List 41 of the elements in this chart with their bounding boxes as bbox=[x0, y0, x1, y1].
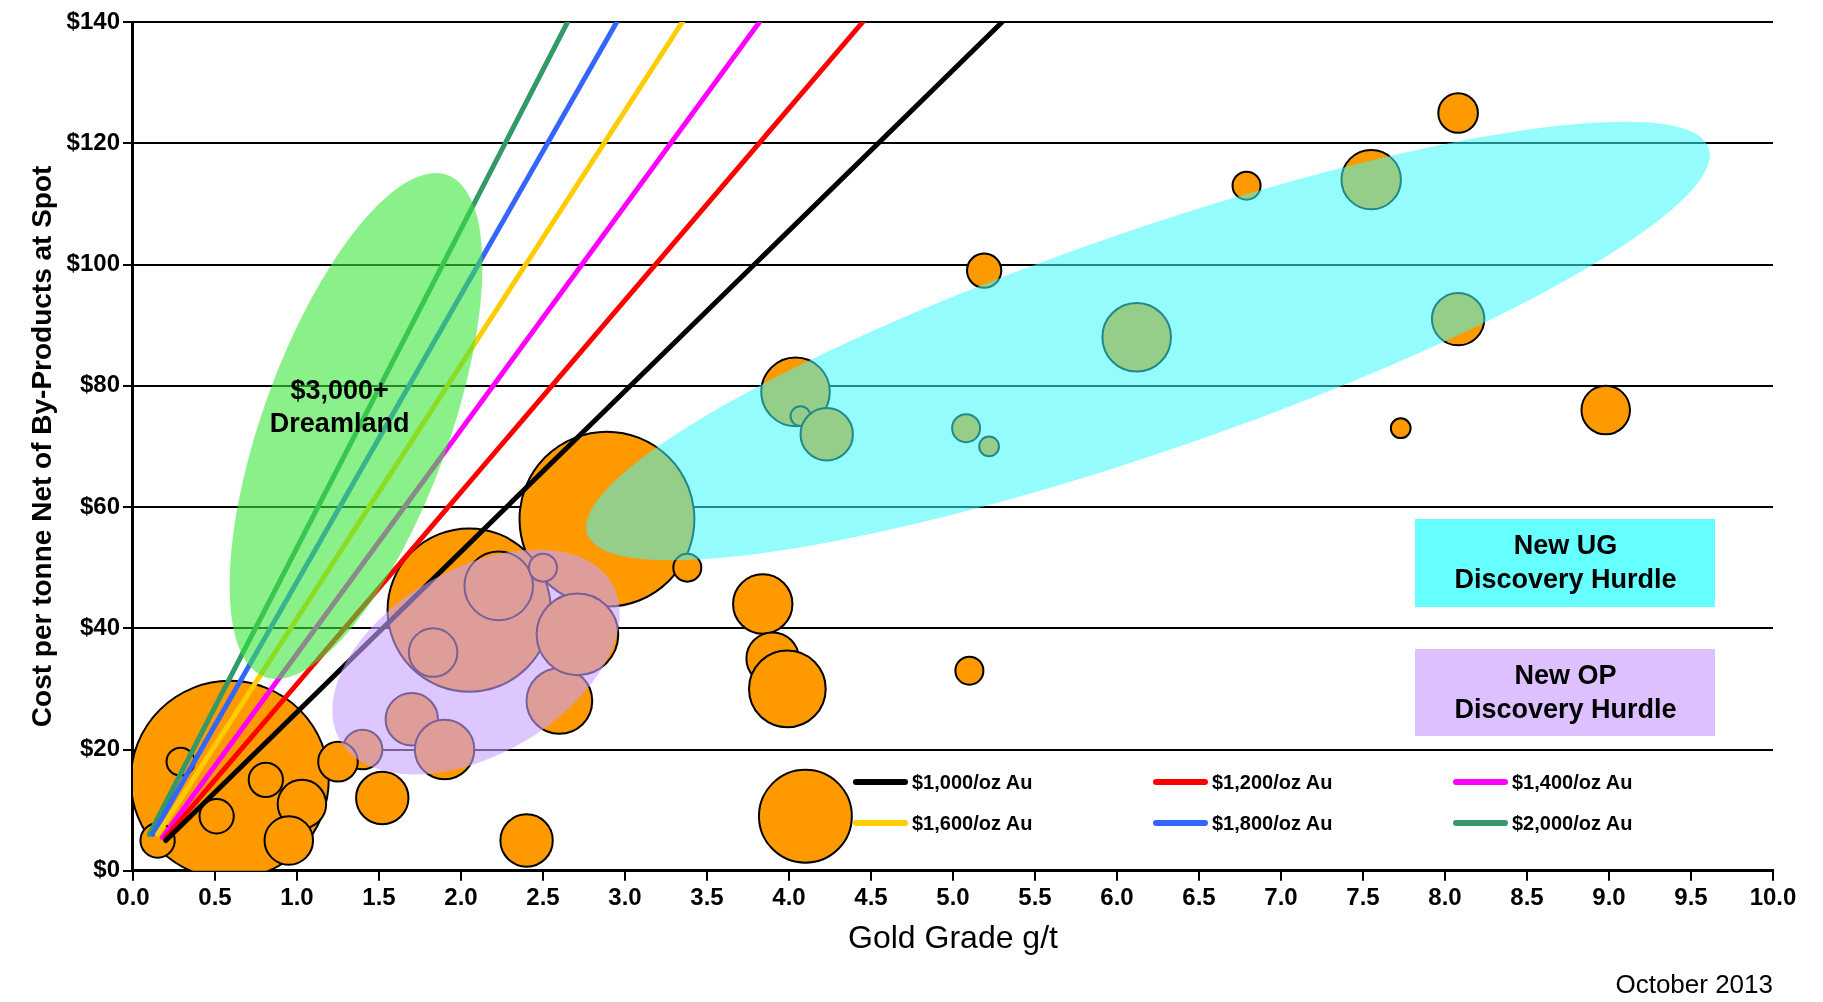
x-tick-label: 4.0 bbox=[772, 882, 806, 910]
annotation: $3,000+ Dreamland bbox=[268, 373, 411, 441]
y-tick-label: $0 bbox=[93, 855, 120, 883]
text: October 2013 bbox=[1615, 968, 1773, 1001]
x-tick-label: 2.0 bbox=[444, 882, 478, 910]
y-tick-label: $120 bbox=[66, 127, 120, 155]
legend-label: $1,000/oz Au bbox=[912, 770, 1033, 794]
x-tick-label: 5.5 bbox=[1018, 882, 1052, 910]
x-tick-label: 7.5 bbox=[1346, 882, 1380, 910]
y-tick-label: $80 bbox=[79, 370, 120, 398]
annotation: New UG Discovery Hurdle bbox=[1415, 519, 1716, 607]
x-tick-label: 6.0 bbox=[1100, 882, 1134, 910]
x-tick-label: 0.0 bbox=[116, 882, 150, 910]
y-tick-label: $20 bbox=[79, 734, 120, 762]
y-tick-label: $40 bbox=[79, 612, 120, 640]
x-axis-title: Gold Grade g/t bbox=[848, 918, 1059, 955]
annotation: New OP Discovery Hurdle bbox=[1415, 648, 1716, 737]
x-tick-label: 5.0 bbox=[936, 882, 970, 910]
x-tick-label: 8.0 bbox=[1428, 882, 1462, 910]
x-tick-label: 9.0 bbox=[1592, 882, 1626, 910]
x-tick-label: 3.5 bbox=[690, 882, 724, 910]
legend-label: $1,200/oz Au bbox=[1212, 770, 1333, 794]
legend-label: $1,800/oz Au bbox=[1212, 811, 1333, 835]
x-tick-label: 7.0 bbox=[1264, 882, 1298, 910]
legend-label: $1,400/oz Au bbox=[1512, 770, 1633, 794]
y-axis-title: Cost per tonne Net of By-Products at Spot bbox=[25, 165, 57, 728]
x-tick-label: 10.0 bbox=[1749, 882, 1797, 910]
x-tick-label: 0.5 bbox=[198, 882, 232, 910]
x-tick-label: 1.0 bbox=[280, 882, 314, 910]
legend-label: $1,600/oz Au bbox=[912, 811, 1033, 835]
y-tick-label: $100 bbox=[66, 249, 120, 277]
y-tick-label: $140 bbox=[66, 6, 120, 34]
x-tick-label: 1.5 bbox=[362, 882, 396, 910]
x-tick-label: 6.5 bbox=[1182, 882, 1216, 910]
legend-label: $2,000/oz Au bbox=[1512, 811, 1633, 835]
x-tick-label: 4.5 bbox=[854, 882, 888, 910]
y-tick-label: $60 bbox=[79, 491, 120, 519]
x-tick-label: 2.5 bbox=[526, 882, 560, 910]
x-tick-label: 3.0 bbox=[608, 882, 642, 910]
x-tick-label: 8.5 bbox=[1510, 882, 1544, 910]
x-tick-label: 9.5 bbox=[1674, 882, 1708, 910]
